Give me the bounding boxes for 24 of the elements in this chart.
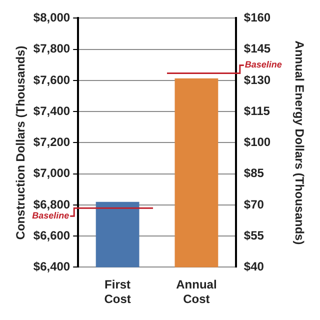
y-tick-label: $7,600 (33, 72, 70, 87)
y-tick-label: $8,000 (33, 10, 70, 25)
x-tick-label: First Cost (104, 278, 131, 306)
y2-tick-label: $55 (244, 228, 264, 242)
y2-tick-label: $40 (244, 260, 264, 274)
y2-tick-label: $100 (244, 135, 271, 150)
y2-tick-label: $85 (244, 166, 264, 180)
y2-axis-title: Annual Energy Dollars (Thousands) (292, 40, 306, 245)
ref-line-label: Baseline (244, 60, 282, 70)
ref-line-label: Baseline (32, 210, 70, 221)
y-tick-label: $6,800 (33, 197, 70, 212)
x-tick-label: Annual Cost (176, 278, 217, 306)
y2-tick-label: $115 (244, 104, 270, 118)
y-tick-label: $6,400 (33, 260, 70, 274)
y-axis-title: Construction Dollars (Thousands) (14, 46, 28, 240)
y-tick-label: $6,600 (33, 228, 70, 242)
y-tick-label: $7,200 (33, 135, 70, 150)
y-tick-label: $7,000 (33, 166, 70, 180)
y2-tick-label: $160 (244, 10, 271, 25)
y2-tick-label: $145 (244, 42, 271, 56)
y2-tick-label: $70 (244, 197, 264, 212)
y-tick-label: $7,800 (33, 42, 70, 56)
y-tick-label: $7,400 (33, 104, 70, 118)
y2-tick-label: $130 (244, 72, 271, 87)
